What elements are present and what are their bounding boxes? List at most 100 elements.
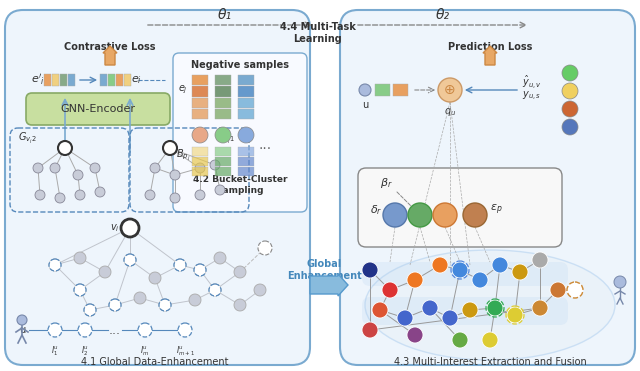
Circle shape [452,262,468,278]
Circle shape [74,284,86,296]
Text: $q_u$: $q_u$ [444,106,456,118]
Text: $I_{m+1}^u$: $I_{m+1}^u$ [175,345,195,358]
Bar [100,74,107,86]
Circle shape [472,272,488,288]
Text: $G_{v_i 1}$: $G_{v_i 1}$ [216,131,235,145]
Bar [375,84,390,96]
Circle shape [432,257,448,273]
Circle shape [210,160,220,170]
Circle shape [170,193,180,203]
Circle shape [75,190,85,200]
Circle shape [482,332,498,348]
Circle shape [194,264,206,276]
Circle shape [507,307,523,323]
Circle shape [124,254,136,266]
Circle shape [170,170,180,180]
Circle shape [215,185,225,195]
Circle shape [55,193,65,203]
Bar [238,86,254,96]
Bar [238,157,254,166]
Circle shape [614,276,626,288]
Text: θ₂: θ₂ [436,8,450,22]
Circle shape [550,282,566,298]
Circle shape [49,259,61,271]
Circle shape [149,272,161,284]
Circle shape [362,262,378,278]
Text: θ₁: θ₁ [218,8,232,22]
Circle shape [359,84,371,96]
Circle shape [174,259,186,271]
Bar [192,109,208,119]
Circle shape [462,302,478,318]
Circle shape [215,127,231,143]
Circle shape [433,203,457,227]
Bar [238,75,254,85]
Text: GNN-Encoder: GNN-Encoder [61,104,136,114]
Circle shape [50,163,60,173]
Text: 4.2 Bucket-Cluster
Sampling: 4.2 Bucket-Cluster Sampling [193,175,287,195]
Circle shape [49,259,61,271]
Bar [68,74,75,86]
Circle shape [189,294,201,306]
Circle shape [562,65,578,81]
Bar [215,167,231,176]
Bar [238,98,254,108]
Bar [192,157,208,166]
Text: Global
Enhancement: Global Enhancement [287,259,362,281]
Circle shape [234,266,246,278]
Text: $B_{p_l}$: $B_{p_l}$ [176,148,190,162]
Text: Prediction Loss: Prediction Loss [448,42,532,52]
Bar [124,74,131,86]
Circle shape [33,163,43,173]
Bar [44,74,51,86]
Circle shape [209,284,221,296]
Circle shape [562,101,578,117]
FancyBboxPatch shape [26,93,170,125]
Text: 4.1 Global Data-Enhancement: 4.1 Global Data-Enhancement [81,357,228,367]
Bar [238,109,254,119]
Circle shape [487,300,503,316]
Circle shape [407,327,423,343]
Text: ⊕: ⊕ [444,83,456,97]
Circle shape [163,141,177,155]
Text: $\varepsilon_p$: $\varepsilon_p$ [490,203,502,217]
Circle shape [209,284,221,296]
Circle shape [408,203,432,227]
FancyArrow shape [103,46,117,65]
Bar [192,147,208,156]
FancyBboxPatch shape [358,168,562,247]
Circle shape [214,252,226,264]
Circle shape [48,323,62,337]
Circle shape [121,219,139,237]
Circle shape [73,170,83,180]
Circle shape [258,241,272,255]
Circle shape [99,266,111,278]
FancyBboxPatch shape [173,53,307,212]
Circle shape [35,190,45,200]
Circle shape [150,163,160,173]
Circle shape [84,304,96,316]
Circle shape [562,83,578,99]
Bar [215,147,231,156]
Bar [108,74,115,86]
Text: ...: ... [259,138,271,152]
Bar [60,74,67,86]
Text: $\delta_r$: $\delta_r$ [370,203,383,217]
Circle shape [109,299,121,311]
Bar [215,75,231,85]
Circle shape [159,299,171,311]
Circle shape [442,310,458,326]
Circle shape [109,299,121,311]
Circle shape [78,323,92,337]
Text: $\hat{y}_{u,v}$: $\hat{y}_{u,v}$ [522,73,542,91]
Circle shape [17,315,27,325]
Circle shape [422,300,438,316]
Circle shape [254,284,266,296]
Circle shape [438,78,462,102]
Bar [192,167,208,176]
Text: $e'_i$: $e'_i$ [31,73,45,88]
Circle shape [194,264,206,276]
Circle shape [382,282,398,298]
Text: $y_{u,s}$: $y_{u,s}$ [522,89,541,102]
Bar [192,98,208,108]
